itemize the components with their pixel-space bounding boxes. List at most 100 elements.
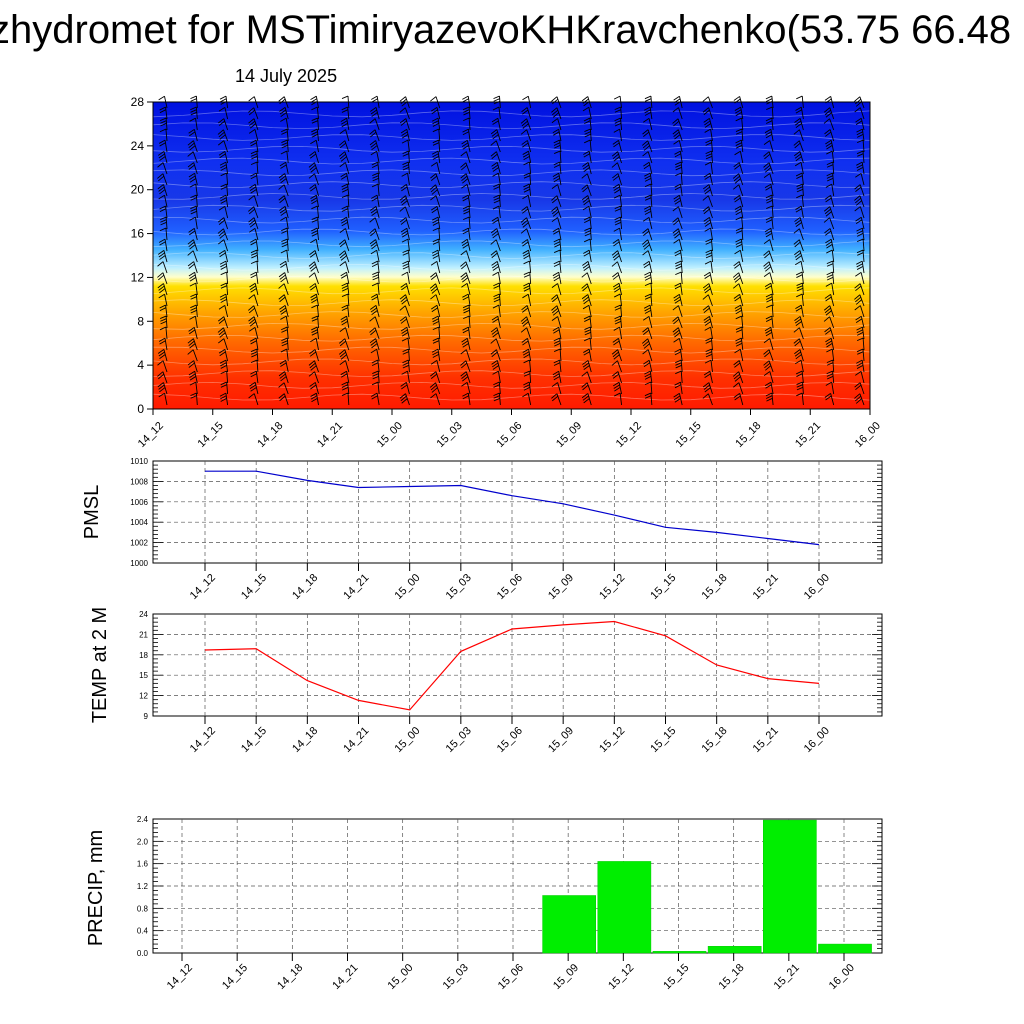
y-axis-label: PMSL [81,485,103,539]
y-tick-label: 2.0 [137,837,149,846]
wind-barb [308,173,319,186]
wind-barb [279,305,289,318]
wind-barb [157,272,168,285]
x-tick-label: 14_18 [275,962,305,992]
wind-barb [308,371,319,384]
chart-date: 14 July 2025 [235,66,338,86]
wind-barb [338,338,350,351]
wind-barb [795,205,804,219]
wind-barb [644,106,653,120]
x-tick-label: 16_00 [827,962,857,992]
wind-barb [673,337,683,351]
contour-line [152,346,871,354]
wind-barb [430,195,441,208]
wind-barb [644,183,653,197]
wind-barb [462,315,471,329]
wind-barb [552,227,562,241]
wind-barb [734,150,744,164]
x-tick-label: 15_03 [444,725,474,755]
wind-barb [310,238,319,252]
wind-barb [339,360,350,373]
plot-frame [152,613,883,717]
wind-barb [613,381,623,395]
wind-barb [733,195,744,208]
wind-barb [248,206,259,219]
wind-barb [523,161,532,175]
wind-barb [248,326,259,340]
wind-barb [644,293,653,307]
wind-barb [462,205,471,219]
wind-barb [705,249,713,263]
wind-barb [159,227,168,241]
contour-line [152,134,871,141]
wind-barb [523,260,532,274]
wind-barb [553,337,562,351]
wind-barb [763,239,774,252]
wind-barb [520,129,532,142]
wind-barb [854,382,865,395]
x-tick-label: 15_12 [606,962,636,992]
wind-barb [279,260,289,274]
wind-barb [371,183,380,197]
wind-barb [310,337,319,351]
wind-barb [278,195,289,208]
y-tick-label: 9 [144,712,149,721]
wind-barb [703,118,713,131]
contour-line [152,299,871,306]
wind-barb [278,283,289,296]
wind-barb [582,106,592,120]
y-tick-label: 18 [139,651,148,660]
wind-barb [855,370,865,384]
wind-barb [642,129,653,142]
wind-barb [188,370,198,384]
wind-barb [249,238,259,252]
wind-barb [826,271,835,285]
wind-barb [704,161,713,175]
wind-barb [674,249,683,263]
wind-barb [157,250,168,263]
wind-barb [187,140,198,153]
wind-barb [370,348,380,362]
wind-barb [854,283,865,296]
wind-barb [733,162,744,175]
wind-barb [460,272,471,285]
wind-barb [641,140,653,153]
wind-barb [825,337,835,351]
wind-barb [611,151,622,164]
wind-barb [856,249,865,263]
wind-barb [490,349,501,362]
wind-barb [855,117,865,131]
wind-barb [704,128,713,142]
wind-barb [159,304,168,318]
wind-barb [643,117,653,131]
wind-barb [158,392,168,406]
wind-barb [492,304,501,318]
wind-barb [704,326,713,340]
wind-barb [431,249,441,263]
wind-barb [795,304,804,318]
wind-barb [280,249,289,263]
wind-barb [824,327,835,340]
precip-bar [597,861,652,954]
wind-barb [189,117,198,131]
wind-barb [430,260,441,274]
wind-barb [492,172,501,186]
x-tick-label: 16_00 [853,420,883,450]
wind-barb [581,382,592,395]
wind-barb [612,338,623,351]
wind-barb [492,205,501,219]
wind-barb [493,392,501,406]
wind-barb [248,107,259,120]
wind-barb [551,206,562,219]
wind-barb [703,316,713,329]
wind-barb [551,305,562,318]
x-tick-label: 15_00 [392,572,422,602]
wind-barb [583,150,592,164]
wind-barb [188,172,198,186]
cross-section-panel: 0 4 8 12 16 20 24 28 14_12 14_15 14_18 14_21 15_00 15… [131,95,883,450]
wind-barb [794,161,804,175]
x-tick-label: 15_03 [441,962,471,992]
wind-barb [341,205,350,219]
wind-barb [490,228,501,241]
x-tick-label: 14_21 [341,725,371,755]
